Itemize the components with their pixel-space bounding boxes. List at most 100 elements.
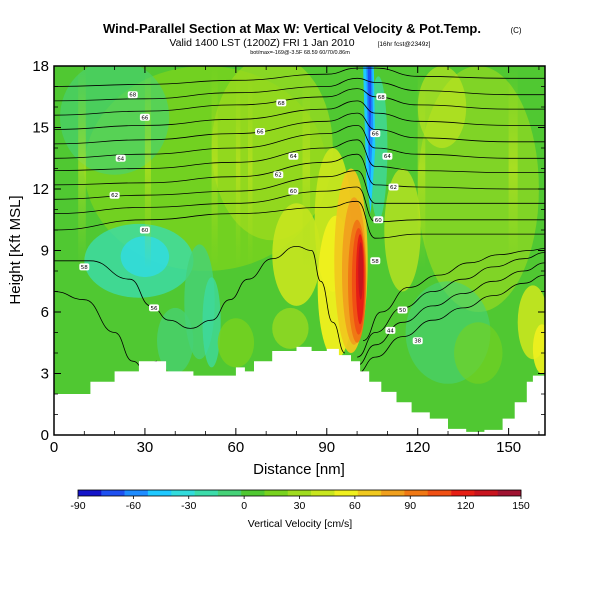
- contour-label-bg: [288, 152, 299, 160]
- contour-label: 56: [149, 304, 159, 312]
- field-stripe: [78, 66, 86, 269]
- contour-label-text: 62: [111, 193, 118, 199]
- contour-label-bg: [139, 113, 150, 121]
- contour-label: 58: [370, 257, 381, 265]
- valid-time: Valid 1400 LST (1200Z) FRI 1 Jan 2010: [169, 37, 354, 49]
- terrain-mask: [54, 346, 545, 435]
- contour-label-text: 66: [372, 132, 379, 138]
- isentrope-theta-ul-10: [54, 186, 545, 223]
- colorbar-swatch: [241, 490, 265, 496]
- x-axis-label: Distance [nm]: [253, 461, 345, 478]
- colorbar-swatch: [287, 490, 312, 496]
- contour-label-text: 44: [387, 328, 394, 334]
- field-up-low-2: [272, 307, 309, 349]
- contour-label-bg: [370, 257, 381, 265]
- contour-label-bg: [255, 128, 266, 136]
- isentrope-theta-r-1: [357, 274, 545, 374]
- contour-label-text: 58: [81, 265, 88, 271]
- contour-label-bg: [388, 183, 399, 191]
- colorbar-tick-label: 0: [241, 500, 247, 512]
- contour-label-bg: [109, 191, 120, 199]
- contour-label: 68: [127, 91, 138, 99]
- isentrope-theta-lw-1: [54, 245, 346, 354]
- colorbar-swatch: [451, 490, 475, 496]
- contour-label: 58: [79, 263, 90, 271]
- contour-label: 60: [373, 216, 384, 224]
- contour-label-bg: [397, 306, 408, 314]
- colorbar-swatch: [334, 490, 359, 496]
- contour-label: 64: [115, 154, 126, 162]
- x-tick-label: 0: [50, 439, 58, 456]
- contour-label-text: 62: [390, 185, 397, 191]
- valid-suffix: [16hr fcst@2349z]: [378, 41, 431, 48]
- isentrope-theta-r-2: [357, 262, 545, 366]
- contour-label-bg: [276, 99, 287, 107]
- contour-label: 44: [385, 326, 396, 334]
- contour-label-text: 60: [290, 189, 297, 195]
- field-updraft-core-4: [358, 242, 364, 300]
- contour-label-bg: [376, 93, 387, 101]
- y-tick-label: 18: [32, 58, 49, 75]
- x-tick-label: 150: [496, 439, 521, 456]
- colorbar-swatch: [264, 490, 289, 496]
- contour-label-text: 64: [117, 156, 124, 162]
- colorbar-swatch: [147, 490, 172, 496]
- contour-label-bg: [127, 91, 138, 99]
- colorbar-tick-label: -30: [181, 500, 196, 512]
- isentrope-theta-ul-5: [54, 112, 545, 145]
- colorbar-swatch: [171, 490, 195, 496]
- isentrope-theta-ul-6: [54, 124, 545, 159]
- contour-label-text: 60: [141, 228, 148, 234]
- contour-label-text: 60: [375, 218, 382, 224]
- contour-label-text: 66: [257, 130, 264, 136]
- field-weak-down-upper: [60, 66, 170, 175]
- contour-label: 50: [397, 306, 408, 314]
- y-tick-label: 9: [41, 243, 49, 260]
- contour-label-bg: [79, 263, 90, 271]
- colorbar-swatch: [404, 490, 428, 496]
- colorbar-swatch: [311, 490, 335, 496]
- contour-label-text: 66: [141, 115, 148, 121]
- y-tick-label: 15: [32, 120, 49, 137]
- contour-labels: 68 66 64 62 60 58 56 68 66 64 62 60 68 66 64 62 60 58 50 44…: [79, 91, 423, 345]
- field-stripe: [302, 66, 311, 269]
- colorbar-swatch: [357, 490, 382, 496]
- isentrope-contours: [54, 67, 545, 374]
- contour-label: 64: [382, 152, 393, 160]
- isentrope-theta-ul-3: [54, 88, 545, 116]
- contour-label: 68: [376, 93, 387, 101]
- main-title-flag: (C): [510, 26, 521, 35]
- isentrope-theta-ul-7: [54, 139, 545, 174]
- velocity-field: [60, 66, 545, 384]
- colorbar-swatch: [124, 490, 149, 496]
- field-up-north-low: [272, 203, 321, 306]
- isentrope-theta-ul-9: [54, 170, 545, 204]
- colorbar-tick-label: 30: [294, 500, 306, 512]
- contour-label-bg: [149, 304, 159, 312]
- contour-label-bg: [273, 171, 284, 179]
- colorbar-swatch: [101, 490, 125, 496]
- contour-label-bg: [139, 226, 150, 234]
- contour-label-text: 62: [275, 173, 282, 179]
- y-axis-label: Height [Kft MSL]: [7, 195, 24, 304]
- contour-label-bg: [385, 326, 396, 334]
- contour-label-text: 68: [129, 93, 136, 99]
- field-up-low: [217, 318, 255, 368]
- field-downdraft-core: [367, 66, 372, 161]
- contour-label-bg: [373, 216, 384, 224]
- contour-label: 68: [276, 99, 287, 107]
- y-tick-label: 6: [41, 304, 49, 321]
- contour-label-bg: [382, 152, 393, 160]
- y-tick-label: 0: [41, 427, 49, 444]
- contour-label: 62: [109, 191, 120, 199]
- isentrope-theta-ul-8: [54, 153, 545, 190]
- field-stripe: [417, 66, 426, 269]
- contour-label: 62: [273, 171, 284, 179]
- isentrope-theta-ul-1: [54, 67, 545, 87]
- field-stripe: [211, 66, 218, 269]
- field-lower-down: [157, 307, 194, 374]
- x-tick-label: 120: [405, 439, 430, 456]
- contour-label-bg: [115, 154, 126, 162]
- field-stripe: [144, 66, 151, 269]
